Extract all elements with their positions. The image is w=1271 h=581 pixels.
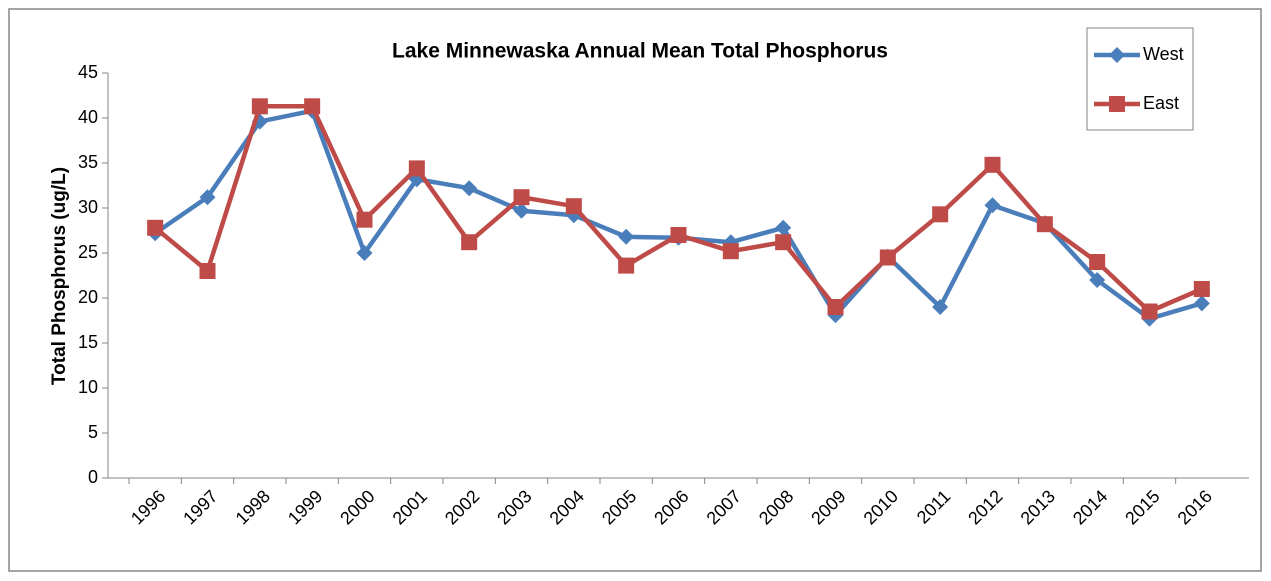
y-tick-label: 25: [78, 242, 98, 262]
y-tick-label: 0: [88, 467, 98, 487]
y-tick-label: 45: [78, 62, 98, 82]
marker: [356, 245, 373, 261]
y-tick-label: 20: [78, 287, 98, 307]
marker: [984, 156, 1001, 173]
marker: [670, 227, 687, 243]
y-tick-label: 30: [78, 197, 98, 217]
marker: [1109, 96, 1125, 112]
marker: [199, 263, 216, 279]
marker: [1109, 47, 1125, 63]
chart-title: Lake Minnewaska Annual Mean Total Phosph…: [392, 40, 888, 63]
chart-border: [8, 8, 1262, 572]
marker: [199, 189, 216, 206]
marker: [147, 219, 164, 236]
legend-box: [1086, 27, 1194, 131]
marker: [775, 234, 792, 251]
y-tick-label: 10: [78, 377, 98, 397]
marker: [932, 299, 949, 315]
marker: [775, 219, 792, 236]
marker: [1193, 295, 1210, 312]
y-tick-label: 15: [78, 332, 98, 352]
marker: [251, 98, 268, 115]
marker: [408, 160, 425, 177]
marker: [304, 98, 321, 115]
marker: [513, 202, 530, 219]
marker: [565, 198, 582, 215]
marker: [879, 249, 896, 266]
marker: [461, 234, 478, 251]
marker: [1036, 216, 1053, 233]
marker: [618, 228, 635, 245]
y-tick-label: 5: [88, 422, 98, 442]
legend-label: West: [1143, 44, 1184, 64]
marker: [251, 113, 268, 130]
marker: [618, 257, 635, 274]
marker: [1089, 254, 1106, 270]
marker: [1089, 272, 1106, 288]
y-tick-label: 35: [78, 152, 98, 172]
marker: [1141, 303, 1158, 320]
y-tick-label: 40: [78, 107, 98, 127]
marker: [827, 299, 844, 315]
marker: [984, 197, 1001, 214]
legend-label: East: [1143, 93, 1179, 113]
marker: [513, 189, 530, 206]
marker: [722, 243, 739, 260]
marker: [356, 211, 373, 228]
y-axis-label: Total Phosphorus (ug/L): [49, 167, 70, 385]
marker: [1193, 281, 1210, 297]
marker: [461, 180, 478, 197]
marker: [932, 206, 949, 223]
